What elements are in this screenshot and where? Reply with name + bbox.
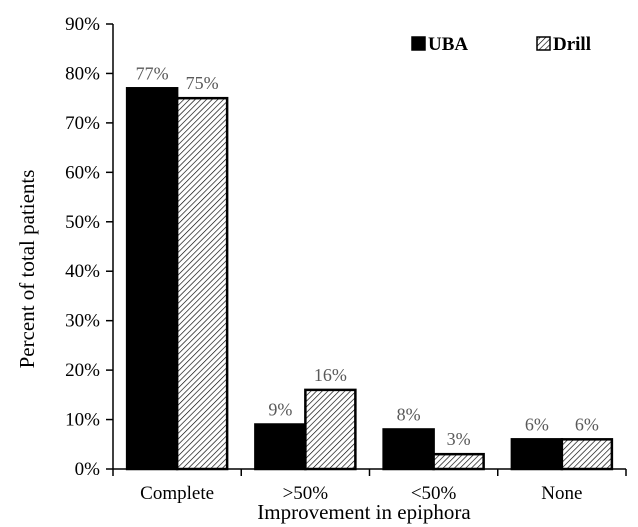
- legend-label-uba: UBA: [428, 34, 468, 55]
- data-label-drill-1: 16%: [314, 365, 347, 385]
- y-tick-label-1: 10%: [65, 410, 100, 431]
- data-label-uba-3: 6%: [525, 414, 549, 434]
- y-tick-label-3: 30%: [65, 311, 100, 332]
- y-tick-label-0: 0%: [75, 459, 101, 480]
- y-tick-label-7: 70%: [65, 113, 100, 134]
- data-label-uba-0: 77%: [136, 63, 169, 83]
- x-tick-label-1: >50%: [283, 483, 329, 504]
- bar-uba-2: [382, 428, 435, 471]
- y-tick-label-9: 90%: [65, 14, 100, 35]
- x-tick-label-2: <50%: [411, 483, 457, 504]
- plot-area: 77% 9% 8% 6% 75% 16% 3% 6% 0% 10% 20% 30% 40% 50% 60% 7…: [65, 14, 627, 504]
- data-label-drill-0: 75%: [186, 73, 219, 93]
- x-tick-label-0: Complete: [140, 483, 214, 504]
- y-tick-label-4: 40%: [65, 261, 100, 282]
- bar-drill-2: [432, 452, 485, 471]
- bar-drill-1: [304, 388, 357, 471]
- x-tick-label-3: None: [541, 483, 582, 504]
- bar-uba-0: [125, 87, 179, 471]
- data-label-drill-2: 3%: [447, 429, 471, 449]
- bar-uba-3: [510, 438, 564, 471]
- x-axis-title: Improvement in epiphora: [257, 500, 471, 524]
- bar-drill-3: [560, 438, 614, 471]
- data-label-uba-2: 8%: [397, 404, 421, 424]
- bar-drill-0: [175, 96, 229, 471]
- y-tick-label-2: 20%: [65, 360, 100, 381]
- y-tick-label-8: 80%: [65, 63, 100, 84]
- y-tick-label-5: 50%: [65, 212, 100, 233]
- data-label-drill-3: 6%: [575, 414, 599, 434]
- y-tick-label-6: 60%: [65, 162, 100, 183]
- legend-label-drill: Drill: [553, 34, 591, 55]
- legend: UBA Drill: [411, 34, 591, 55]
- bar-uba-1: [254, 423, 307, 471]
- data-label-uba-1: 9%: [268, 400, 292, 420]
- legend-swatch-uba: [411, 36, 426, 51]
- y-axis-title: Percent of total patients: [15, 170, 39, 369]
- legend-swatch-drill: [536, 36, 551, 51]
